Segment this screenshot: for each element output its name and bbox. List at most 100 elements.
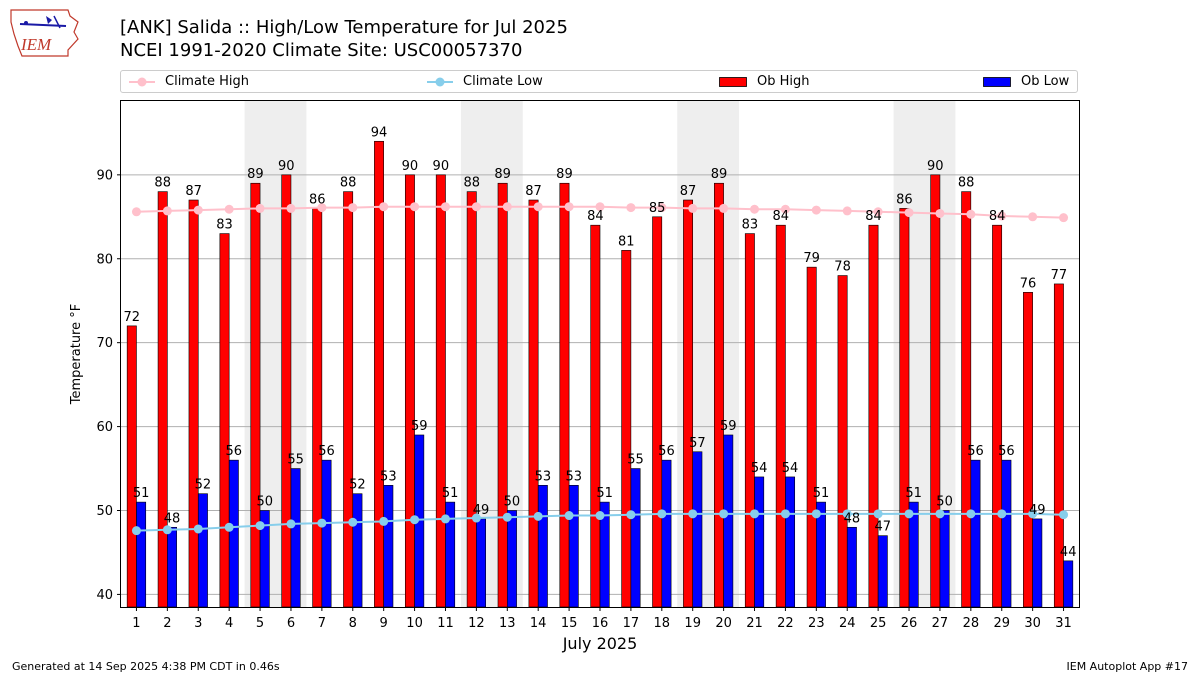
legend-climate-high: Climate High (129, 71, 249, 92)
ob-low-value-label: 51 (905, 486, 922, 501)
ob-low-value-label: 56 (967, 444, 984, 459)
climate-low-point (502, 512, 512, 522)
y-tick-label: 70 (96, 336, 113, 351)
climate-low-point (471, 513, 481, 523)
ob-low-value-label: 53 (380, 469, 397, 484)
ob-low-value-label: 52 (349, 478, 366, 493)
ob-high-bar (466, 191, 477, 608)
ob-high-value-label: 88 (340, 176, 357, 191)
ob-high-value-label: 84 (587, 209, 604, 224)
climate-high-point (719, 203, 729, 213)
ob-high-value-label: 87 (680, 184, 697, 199)
ob-low-bar (877, 535, 888, 608)
ob-high-bar (1023, 292, 1033, 608)
ob-high-value-label: 90 (433, 159, 450, 174)
ob-low-value-label: 44 (1060, 545, 1077, 560)
ob-low-bar (846, 526, 857, 608)
climate-high-point (966, 209, 976, 219)
climate-low-marker-icon (427, 77, 453, 86)
climate-high-point (873, 207, 883, 217)
climate-high-marker-icon (129, 77, 155, 86)
climate-low-point (440, 514, 450, 524)
ob-low-value-label: 50 (936, 494, 953, 509)
climate-low-point (595, 511, 605, 521)
ob-high-value-label: 88 (463, 176, 480, 191)
ob-high-value-label: 90 (402, 159, 419, 174)
ob-low-bar (785, 476, 796, 608)
ob-low-bar (537, 485, 548, 608)
x-tick-label: 20 (715, 616, 732, 631)
ob-high-bar (126, 325, 137, 608)
ob-low-bar (290, 468, 301, 608)
ob-high-value-label: 83 (742, 218, 759, 233)
ob-high-bar (590, 224, 601, 608)
climate-high-point (1059, 213, 1069, 223)
ob-low-bar (692, 451, 703, 608)
x-tick-label: 27 (932, 616, 949, 631)
ob-high-bar (837, 275, 848, 608)
climate-high-point (750, 204, 760, 214)
climate-high-point (657, 203, 667, 213)
ob-high-value-label: 85 (649, 201, 666, 216)
climate-high-point (224, 204, 234, 214)
ob-low-bar (630, 468, 641, 608)
climate-low-point (935, 509, 945, 519)
x-tick-label: 8 (349, 616, 357, 631)
climate-high-point (533, 202, 543, 212)
ob-low-bar (970, 459, 981, 608)
x-tick-label: 9 (380, 616, 388, 631)
ob-high-bar (188, 199, 199, 608)
ob-high-value-label: 89 (711, 167, 728, 182)
ob-low-bar (1032, 518, 1043, 608)
ob-high-bar (652, 216, 663, 608)
climate-low-point (811, 509, 821, 519)
ob-high-value-label: 84 (865, 209, 882, 224)
climate-high-point (440, 202, 450, 212)
ob-high-bar (621, 250, 632, 608)
ob-low-value-label: 57 (689, 436, 706, 451)
ob-low-bar (197, 493, 208, 608)
ob-high-value-label: 78 (834, 260, 851, 275)
ob-low-value-label: 49 (473, 503, 490, 518)
climate-low-point (780, 509, 790, 519)
footer-app-text: IEM Autoplot App #17 (1066, 660, 1189, 673)
climate-low-point (193, 524, 203, 534)
climate-low-point (657, 509, 667, 519)
x-tick-label: 4 (225, 616, 233, 631)
y-axis-label: Temperature °F (69, 304, 84, 405)
x-tick-label: 11 (437, 616, 454, 631)
climate-high-point (780, 204, 790, 214)
ob-low-bar (167, 526, 177, 608)
ob-high-swatch-icon (719, 76, 747, 87)
climate-low-point (410, 515, 420, 525)
ob-high-value-label: 88 (958, 176, 975, 191)
ob-low-value-label: 50 (504, 494, 521, 509)
x-tick-label: 29 (993, 616, 1010, 631)
climate-low-point (379, 516, 389, 526)
climate-high-point (842, 206, 852, 216)
ob-high-bar (930, 174, 941, 608)
ob-high-value-label: 76 (1020, 276, 1037, 291)
x-tick-label: 21 (746, 616, 763, 631)
x-tick-label: 30 (1024, 616, 1041, 631)
legend-climate-low-label: Climate Low (463, 74, 543, 89)
x-tick-label: 5 (256, 616, 264, 631)
legend-climate-low: Climate Low (427, 71, 543, 92)
y-tick-label: 40 (96, 588, 113, 603)
ob-high-bar (714, 182, 724, 608)
ob-low-value-label: 55 (287, 453, 304, 468)
ob-low-bar (723, 434, 734, 608)
climate-low-point (1028, 509, 1038, 519)
y-tick-label: 60 (96, 420, 113, 435)
ob-high-value-label: 77 (1051, 268, 1068, 283)
ob-low-value-label: 52 (195, 478, 212, 493)
x-tick-label: 19 (684, 616, 701, 631)
x-tick-label: 24 (839, 616, 856, 631)
x-tick-label: 31 (1055, 616, 1072, 631)
ob-high-bar (899, 208, 910, 608)
x-tick-label: 26 (901, 616, 918, 631)
climate-low-point (131, 526, 141, 536)
ob-high-value-label: 84 (772, 209, 789, 224)
climate-high-point (595, 202, 605, 212)
ob-low-bar (352, 493, 363, 608)
